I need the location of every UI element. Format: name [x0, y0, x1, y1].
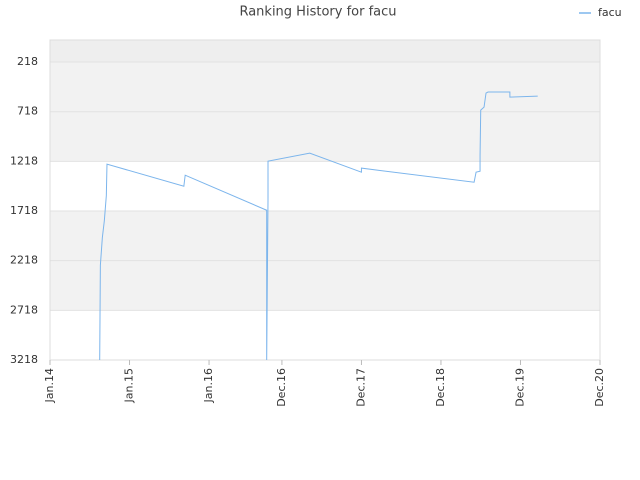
- y-tick-label: 1718: [10, 204, 38, 217]
- band: [50, 211, 600, 261]
- x-tick-label: Dec.17: [354, 368, 367, 407]
- y-tick-label: 1218: [10, 154, 38, 167]
- legend-label: facu: [598, 6, 622, 19]
- band: [50, 260, 600, 311]
- band: [50, 40, 600, 63]
- y-tick-label: 718: [17, 105, 38, 118]
- band: [50, 62, 600, 112]
- line: [99, 91, 538, 361]
- x-tick-label: Dec.19: [513, 368, 526, 407]
- chart-title: Ranking History for facu: [239, 5, 396, 20]
- y-tick-label: 218: [17, 55, 38, 68]
- band: [50, 111, 600, 162]
- plot-border: [49, 39, 601, 361]
- x-tick-label: Jan.16: [202, 368, 215, 403]
- y-tick-label: 2218: [10, 254, 38, 267]
- y-tick-label: 3218: [10, 353, 38, 366]
- x-tick-label: Jan.14: [43, 368, 56, 403]
- x-tick-label: Dec.18: [434, 368, 447, 407]
- x-tick-label: Jan.15: [123, 368, 136, 403]
- x-tick-label: Dec.16: [275, 368, 288, 407]
- x-tick-label: Dec.20: [593, 368, 606, 407]
- y-tick-label: 2718: [10, 303, 38, 316]
